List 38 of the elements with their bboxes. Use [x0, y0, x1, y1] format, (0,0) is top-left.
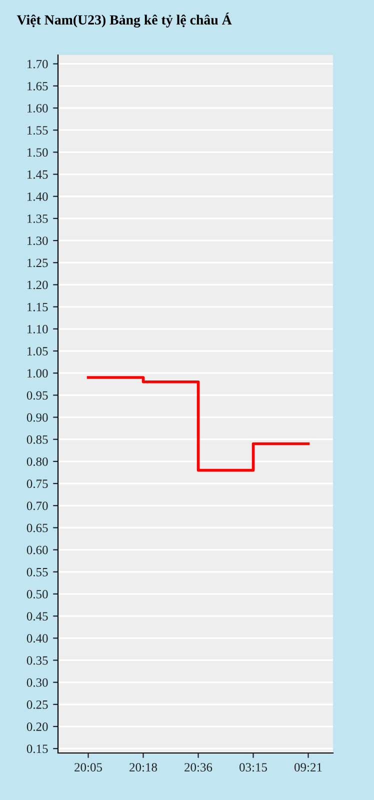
chart-title: Việt Nam(U23) Bảng kê tỷ lệ châu Á — [16, 12, 232, 28]
y-tick-label: 1.65 — [28, 82, 48, 90]
y-tick-label: 0.40 — [26, 634, 48, 643]
x-tick-label: 20:36 — [184, 763, 212, 772]
x-tick-label: 20:05 — [74, 763, 102, 772]
y-tick-label: 0.75 — [26, 480, 48, 488]
y-tick-label: 0.35 — [26, 656, 48, 665]
y-tick-label: 1.40 — [28, 192, 48, 201]
y-tick-label: 1.20 — [28, 280, 48, 290]
x-tick-label: 09:21 — [294, 763, 322, 772]
y-tick-label: 1.35 — [28, 214, 48, 223]
y-tick-label: 0.45 — [26, 612, 48, 621]
y-tick-label: 1.50 — [28, 148, 48, 157]
y-tick-label: 0.90 — [26, 413, 48, 422]
y-tick-label: 1.25 — [28, 258, 48, 268]
y-tick-label: 0.95 — [26, 391, 48, 400]
y-tick-label: 0.60 — [26, 546, 48, 554]
y-tick-label: 0.55 — [26, 568, 48, 576]
y-tick-label: 0.25 — [26, 700, 48, 709]
x-tick-label: 03:15 — [239, 763, 267, 772]
y-tick-label: 0.50 — [26, 590, 48, 598]
y-tick-label: 1.70 — [28, 60, 48, 68]
y-tick-label: 0.80 — [26, 457, 48, 466]
y-tick-label: 0.15 — [26, 744, 48, 754]
y-tick-label: 1.60 — [28, 104, 48, 113]
y-tick-label: 0.65 — [26, 524, 48, 532]
y-tick-label: 1.05 — [28, 347, 48, 356]
y-tick-label: 1.00 — [28, 369, 48, 378]
y-tick-label: 1.55 — [28, 126, 48, 135]
y-tick-label: 1.10 — [28, 324, 48, 334]
y-tick-label: 0.30 — [26, 678, 48, 687]
y-tick-label: 0.85 — [26, 435, 48, 444]
y-tick-label: 0.70 — [26, 502, 48, 510]
y-tick-label: 1.45 — [28, 170, 48, 179]
y-tick-label: 1.15 — [28, 302, 48, 312]
y-tick-label: 1.30 — [28, 236, 48, 246]
x-tick-label: 20:18 — [130, 763, 158, 772]
y-tick-label: 0.20 — [26, 722, 48, 732]
